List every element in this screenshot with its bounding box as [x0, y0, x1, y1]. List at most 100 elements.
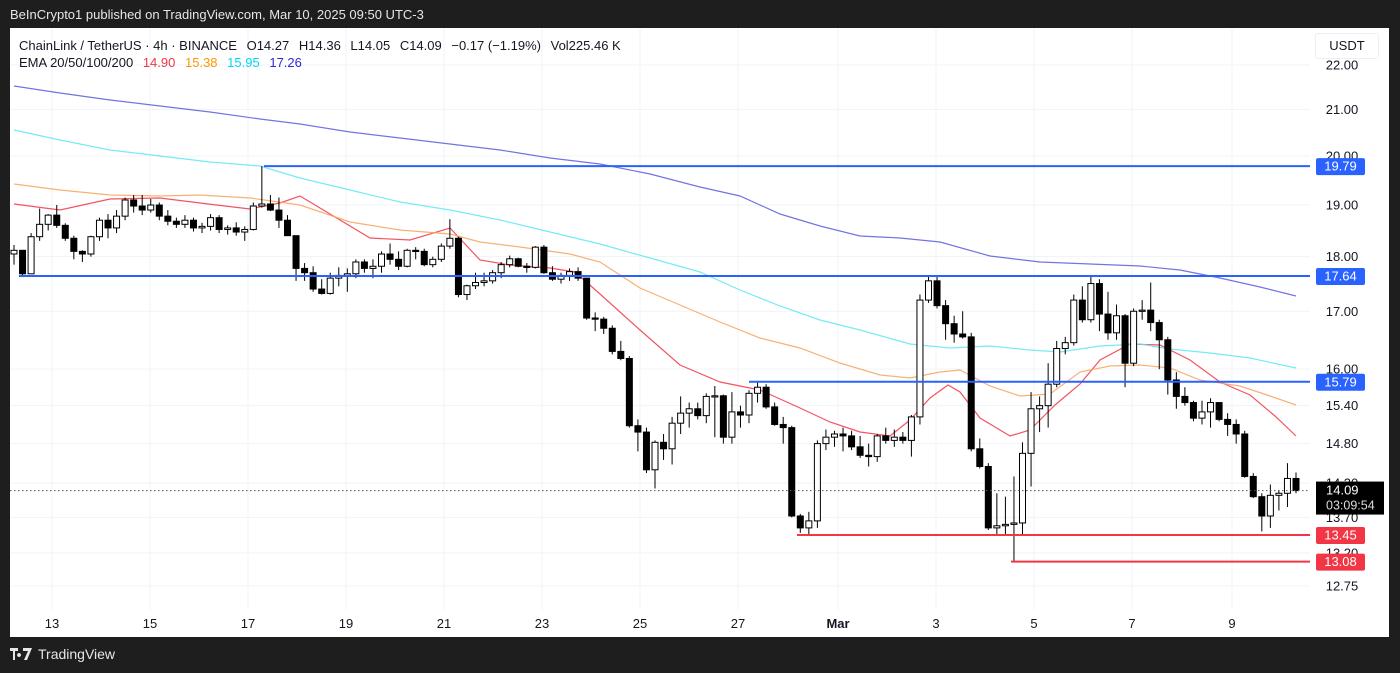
level-price-tag [1316, 158, 1365, 176]
horizontal-levels [19, 165, 1310, 563]
candle [574, 271, 582, 279]
y-tick-label: 15.40 [1326, 398, 1359, 413]
candle [27, 236, 35, 275]
candle [882, 435, 890, 441]
candle [53, 214, 61, 226]
candle [164, 215, 172, 222]
candle [147, 204, 155, 211]
candle [318, 288, 326, 294]
candle [19, 249, 27, 275]
candle [608, 327, 616, 352]
candle [497, 264, 505, 274]
candle [70, 237, 78, 252]
candle [292, 235, 300, 269]
candle [1249, 475, 1257, 498]
candle [1138, 309, 1146, 312]
candle [634, 425, 642, 433]
candle [625, 357, 633, 427]
candle [1001, 523, 1009, 527]
candle [1164, 339, 1172, 381]
candle [976, 448, 984, 467]
candle [514, 258, 522, 267]
candle [275, 209, 283, 221]
tradingview-footer: TradingView [10, 646, 115, 662]
candle [386, 253, 394, 260]
candle [959, 333, 967, 338]
candle [463, 285, 471, 296]
candle [1155, 322, 1163, 341]
candle [660, 441, 668, 450]
candle [44, 214, 52, 225]
chart-legend: ChainLink / TetherUS · 4h · BINANCE O14.… [19, 37, 627, 71]
candle [1078, 299, 1086, 321]
candle [933, 280, 941, 307]
ohlc-high: H14.36 [298, 38, 341, 53]
symbol-title[interactable]: ChainLink / TetherUS · 4h · BINANCE [19, 38, 237, 53]
candle [523, 265, 531, 268]
candle [1181, 395, 1189, 404]
candle [395, 258, 403, 267]
candle [839, 433, 847, 437]
candle [1266, 494, 1274, 517]
candle [172, 220, 180, 225]
candle [890, 436, 898, 441]
symbol-row: ChainLink / TetherUS · 4h · BINANCE O14.… [19, 37, 627, 54]
candle [873, 435, 881, 458]
candle [352, 261, 360, 275]
candle [1207, 402, 1215, 413]
x-tick-label: Mar [826, 616, 849, 631]
ema-label[interactable]: EMA 20/50/100/200 [19, 55, 134, 70]
candle [155, 204, 163, 217]
candle [762, 386, 770, 408]
x-tick-label: 3 [932, 616, 939, 631]
ema20-line [13, 195, 1297, 437]
candle [1232, 423, 1240, 435]
candle [198, 225, 206, 229]
candle [241, 228, 249, 233]
currency-button[interactable]: USDT [1315, 33, 1379, 59]
candle [822, 436, 830, 445]
last-price-text: 14.09 [1326, 483, 1359, 498]
candle [420, 250, 428, 266]
x-tick-label: 25 [633, 616, 647, 631]
candle [437, 245, 445, 260]
candle [429, 258, 437, 266]
candle [1019, 452, 1027, 524]
candle [1044, 383, 1052, 407]
ohlc-low: L14.05 [350, 38, 391, 53]
candle [472, 281, 480, 287]
candle [121, 199, 129, 217]
candle [1095, 283, 1103, 315]
candle [651, 441, 659, 471]
y-tick-label: 19.00 [1326, 198, 1359, 213]
candle [1198, 411, 1206, 419]
candle [130, 199, 138, 207]
candle [369, 265, 377, 269]
candle [326, 277, 334, 294]
plot-area [10, 85, 1300, 562]
candle [446, 237, 454, 247]
candle [591, 317, 599, 320]
level-price-tag [1316, 267, 1365, 285]
candle [266, 203, 274, 211]
tradingview-brand: TradingView [38, 646, 116, 662]
candle [583, 277, 591, 319]
candle [1027, 408, 1035, 454]
candle [754, 386, 762, 394]
candle [899, 436, 907, 441]
candle [1036, 405, 1044, 410]
level-price-tag [1316, 526, 1365, 544]
x-axis[interactable]: 13 15 17 19 21 23 25 27 Mar 3 5 7 9 [45, 616, 1236, 631]
x-tick-label: 9 [1228, 616, 1235, 631]
candle [412, 249, 420, 253]
last-price-tag [1316, 481, 1384, 515]
candle [540, 246, 548, 274]
level-price-text: 19.79 [1324, 159, 1357, 174]
ema50-value: 15.38 [185, 55, 218, 70]
candle [104, 219, 112, 229]
candle [1087, 283, 1095, 321]
candle [1147, 309, 1155, 324]
candle [224, 227, 232, 230]
